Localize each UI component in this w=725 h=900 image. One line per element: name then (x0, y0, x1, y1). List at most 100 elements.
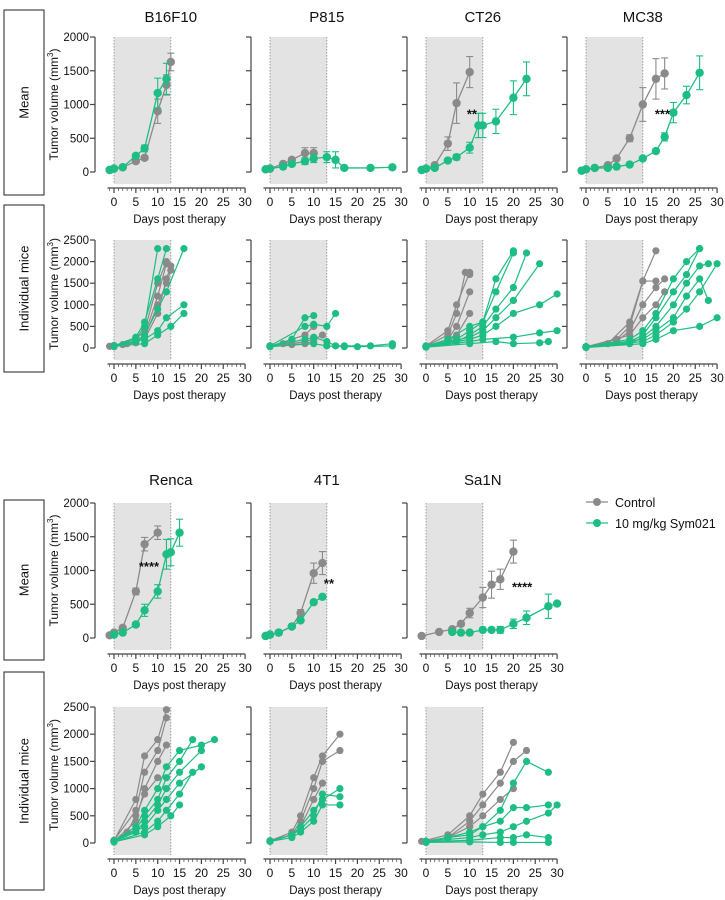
control-data-point (309, 569, 318, 578)
treatment-mouse-point (162, 763, 171, 771)
treatment-mouse-point (154, 817, 162, 825)
treatment-mouse-line (269, 343, 393, 348)
treatment-mouse-point (713, 314, 721, 322)
legend-treatment-marker (593, 519, 601, 527)
treatment-data-point (682, 90, 691, 100)
x-tick-label: 25 (529, 195, 543, 209)
y-tick-label: 1000 (63, 784, 89, 796)
y-tick-label: 1500 (63, 756, 89, 768)
treatment-mouse-point (140, 806, 149, 814)
treatment-mouse-point (189, 736, 197, 744)
x-tick-label: 20 (351, 371, 365, 385)
treatment-mouse-line (113, 766, 202, 842)
treatment-mouse-point (696, 275, 704, 283)
control-mouse-point (140, 752, 149, 760)
treatment-mouse-point (140, 340, 149, 348)
treatment-mouse-point (652, 314, 660, 322)
x-tick-label: 25 (217, 866, 231, 880)
x-tick-label: 20 (507, 371, 521, 385)
treatment-mouse-point (682, 292, 691, 300)
control-mouse-point (452, 322, 461, 330)
treatment-mouse-point (544, 768, 552, 776)
x-axis-label: Days post therapy (445, 214, 538, 226)
control-mouse-line (269, 733, 341, 842)
control-mouse-point (140, 785, 149, 793)
x-tick-label: 10 (151, 661, 165, 675)
treatment-mouse-point (162, 785, 171, 793)
treatment-mouse-point (496, 817, 504, 825)
treatment-mouse-point (669, 275, 678, 283)
treatment-data-point (552, 599, 562, 608)
treatment-mouse-point (310, 312, 318, 320)
control-mouse-point (509, 757, 517, 766)
control-data-point (140, 153, 149, 163)
treatment-mouse-point (323, 322, 331, 330)
x-axis-label: Days post therapy (605, 214, 698, 226)
control-mouse-point (318, 331, 327, 339)
control-mouse-point (318, 752, 327, 760)
treatment-mouse-point (522, 817, 531, 825)
control-mouse-point (652, 283, 660, 292)
treatment-mouse-point (509, 838, 517, 847)
x-tick-label: 5 (133, 661, 140, 675)
treatment-data-point (296, 616, 305, 625)
row-labels: Mean Individual mice Mean Individual mice (3, 9, 45, 891)
control-mouse-point (522, 746, 531, 755)
treatment-window-shade (426, 503, 483, 650)
treatment-mouse-point (140, 823, 149, 831)
treatment-mouse-point (154, 823, 162, 831)
treatment-data-point (322, 152, 332, 162)
treatment-mouse-point (652, 335, 660, 343)
x-tick-label: 10 (463, 371, 477, 385)
treatment-data-point (109, 630, 119, 639)
treatment-mouse-point (162, 314, 171, 322)
treatment-mouse-point (669, 318, 678, 326)
treatment-data-point (509, 619, 518, 629)
control-mouse-point (336, 746, 344, 755)
treatment-mouse-point (682, 258, 691, 266)
x-tick-label: 0 (423, 866, 430, 880)
treatment-mouse-point (492, 305, 500, 313)
control-data-point (487, 580, 496, 589)
treatment-mouse-point (536, 339, 544, 347)
treatment-mouse-point (492, 275, 500, 283)
control-mouse-point (336, 730, 344, 738)
treatment-data-point (638, 154, 648, 163)
treatment-mouse-point (310, 333, 318, 341)
x-tick-label: 25 (529, 661, 543, 675)
treatment-data-point (509, 93, 518, 102)
control-mouse-point (479, 801, 487, 809)
treatment-data-point (265, 164, 275, 173)
control-mouse-point (310, 785, 318, 793)
treatment-mouse-point (154, 801, 162, 809)
significance-label: ** (467, 107, 478, 122)
treatment-mouse-point (522, 249, 531, 257)
treatment-mouse-point (713, 260, 721, 268)
control-mouse-point (452, 309, 461, 318)
x-axis-label: Days post therapy (445, 390, 538, 402)
x-tick-label: 30 (238, 371, 252, 385)
treatment-mouse-point (310, 817, 318, 825)
x-axis-label: Days post therapy (605, 390, 698, 402)
panel-4t1: 4T1 0 5 10 15 20 25 30 Days post therapy ** (246, 472, 408, 692)
row-label: Mean (17, 86, 32, 119)
x-axis-label: Days post therapy (289, 680, 382, 692)
panel-row1-col3: 0 5 10 15 20 25 30 Days post therapy (562, 239, 724, 402)
treatment-mouse-point (266, 837, 274, 845)
x-axis-label: Days post therapy (445, 885, 538, 897)
treatment-mouse-point (310, 340, 318, 348)
treatment-mouse-point (140, 318, 149, 326)
x-tick-label: 20 (507, 195, 521, 209)
x-tick-label: 5 (289, 371, 296, 385)
treatment-mouse-point (479, 335, 487, 343)
x-tick-label: 20 (195, 371, 209, 385)
x-tick-label: 10 (463, 195, 477, 209)
treatment-mouse-point (509, 333, 517, 341)
treatment-data-point (340, 163, 349, 173)
x-tick-label: 30 (550, 866, 564, 880)
treatment-mean-line (452, 602, 558, 634)
x-tick-label: 25 (373, 661, 387, 675)
